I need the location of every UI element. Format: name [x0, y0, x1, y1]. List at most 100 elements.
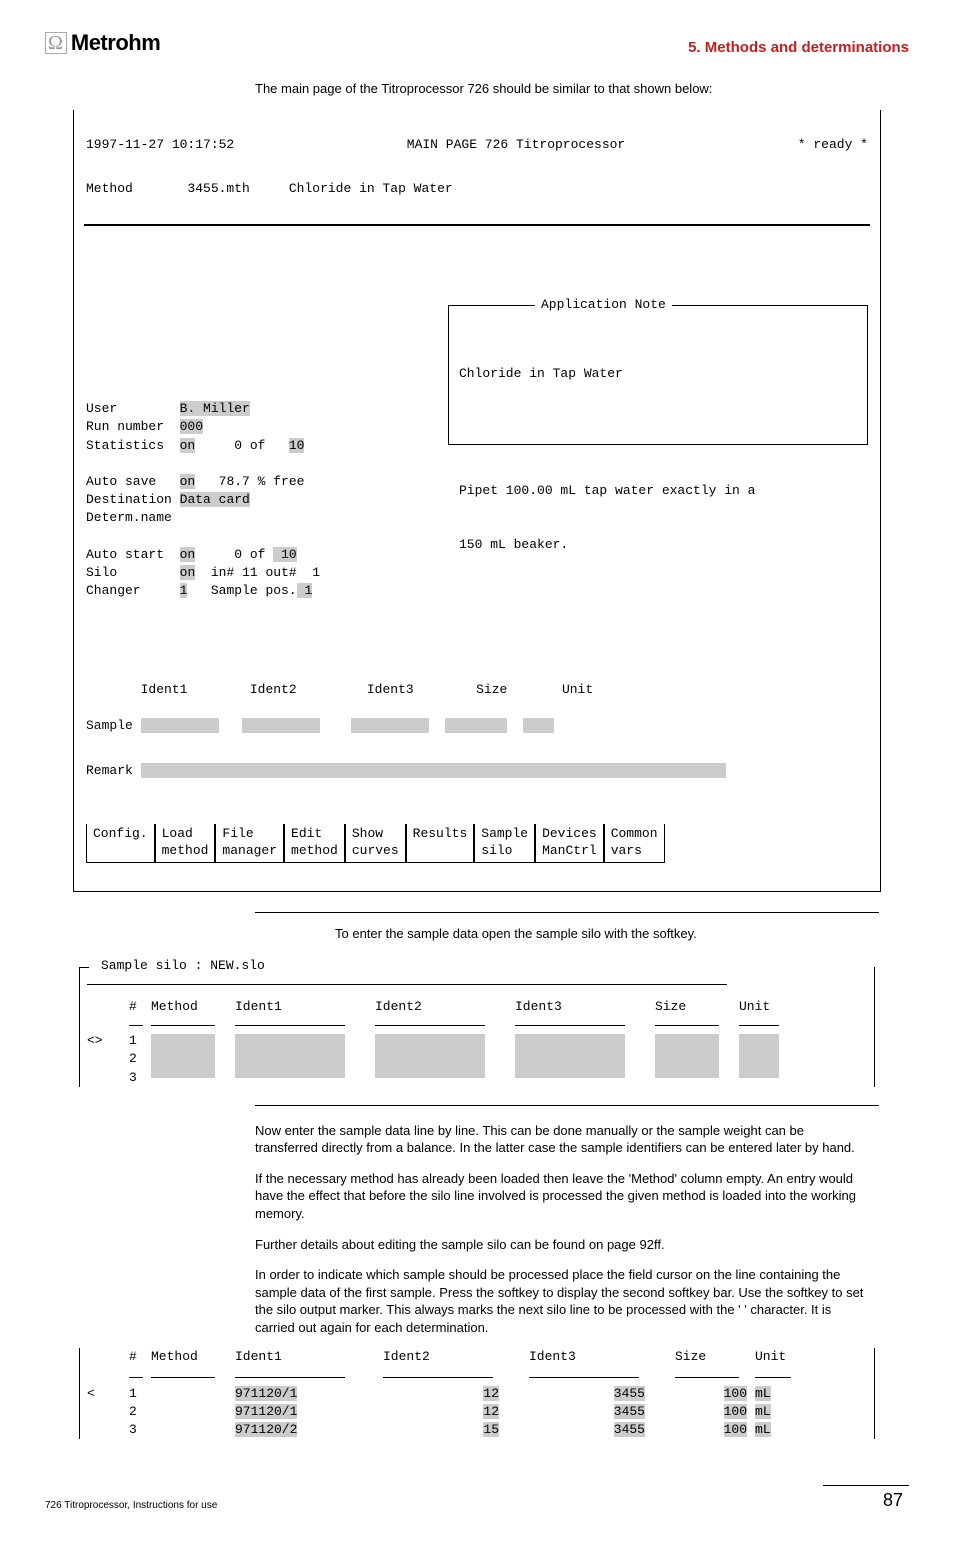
logo: Ω Metrohm: [45, 30, 160, 56]
method-value: 3455.mth: [187, 181, 249, 196]
show-curves-button[interactable]: Show curves: [345, 824, 406, 863]
intro-text: The main page of the Titroprocessor 726 …: [255, 80, 869, 98]
cursor-marker: <>: [87, 1032, 115, 1050]
devices-manctrl-button[interactable]: Devices ManCtrl: [535, 824, 604, 863]
remark-label: Remark: [86, 763, 133, 778]
paragraph-1: Now enter the sample data line by line. …: [255, 1122, 869, 1157]
timestamp: 1997-11-27 10:17:52: [86, 136, 234, 154]
ident2-value[interactable]: 12: [483, 1404, 499, 1419]
file-manager-button[interactable]: File manager: [215, 824, 284, 863]
unit-value[interactable]: mL: [755, 1404, 771, 1419]
section-title: 5. Methods and determinations: [688, 39, 909, 56]
determ-label: Determ.name: [86, 510, 172, 525]
changer-pos-label: Sample pos.: [211, 583, 297, 598]
sample-silo-new: Sample silo : NEW.slo # Method Ident1 Id…: [73, 957, 881, 1086]
app-note-legend: Application Note: [535, 296, 672, 314]
autostart-label: Auto start: [86, 547, 164, 562]
changer-pos[interactable]: 1: [297, 583, 313, 598]
ident2-value[interactable]: 15: [483, 1422, 499, 1437]
ident3-input[interactable]: [515, 1034, 625, 1078]
row-numbers: 123: [115, 1032, 151, 1087]
common-vars-button[interactable]: Common vars: [604, 824, 665, 863]
edit-method-button[interactable]: Edit method: [284, 824, 345, 863]
sample-ident1-input[interactable]: [141, 718, 219, 733]
ident1-input[interactable]: [235, 1034, 345, 1078]
app-note-body-l2: 150 mL beaker.: [459, 536, 857, 554]
dest-label: Destination: [86, 492, 172, 507]
paragraph-2: If the necessary method has already been…: [255, 1170, 869, 1223]
application-note-panel: Application Note Chloride in Tap Water P…: [448, 305, 868, 445]
unit-label: Unit: [562, 682, 593, 697]
ident1-label: Ident1: [141, 682, 188, 697]
unit-value[interactable]: mL: [755, 1386, 771, 1401]
method-desc: Chloride in Tap Water: [289, 181, 453, 196]
size-value[interactable]: 100: [724, 1386, 747, 1401]
divider: [255, 912, 879, 913]
autostart-max[interactable]: 10: [273, 547, 296, 562]
app-note-body-l1: Pipet 100.00 mL tap water exactly in a: [459, 482, 857, 500]
sample-ident2-input[interactable]: [242, 718, 320, 733]
app-note-title: Chloride in Tap Water: [459, 365, 857, 383]
ident2-value[interactable]: 12: [483, 1386, 499, 1401]
titroprocessor-main-window: 1997-11-27 10:17:52 MAIN PAGE 726 Titrop…: [73, 110, 881, 893]
page-number: 87: [823, 1485, 909, 1511]
row-idx: 1: [115, 1385, 151, 1403]
doc-title: 726 Titroprocessor, Instructions for use: [45, 1500, 217, 1511]
stats-label: Statistics: [86, 438, 164, 453]
paragraph-3: Further details about editing the sample…: [255, 1236, 869, 1254]
run-label: Run number: [86, 419, 164, 434]
sample-unit-input[interactable]: [523, 718, 554, 733]
run-value[interactable]: 000: [180, 419, 203, 434]
method-input[interactable]: [151, 1034, 215, 1078]
page-footer: 726 Titroprocessor, Instructions for use…: [45, 1485, 909, 1511]
page-header: Ω Metrohm 5. Methods and determinations: [45, 30, 909, 56]
ident1-value[interactable]: 971120/1: [235, 1404, 297, 1419]
autostart-on[interactable]: on: [180, 547, 196, 562]
size-value[interactable]: 100: [724, 1422, 747, 1437]
table-row[interactable]: 3 971120/2 15 3455 100 mL: [87, 1421, 881, 1439]
ident1-value[interactable]: 971120/1: [235, 1386, 297, 1401]
logo-omega-icon: Ω: [45, 32, 67, 54]
sample-label: Sample: [86, 718, 133, 733]
silo-val: in# 11 out# 1: [211, 565, 320, 580]
unit-input[interactable]: [739, 1034, 779, 1078]
load-method-button[interactable]: Load method: [155, 824, 216, 863]
dest-value[interactable]: Data card: [180, 492, 250, 507]
changer-label: Changer: [86, 583, 141, 598]
sample-silo-button[interactable]: Sample silo: [474, 824, 535, 863]
ident3-value[interactable]: 3455: [614, 1386, 645, 1401]
stats-max[interactable]: 10: [289, 438, 305, 453]
status-ready: * ready *: [798, 136, 868, 154]
table-row[interactable]: 2 971120/1 12 3455 100 mL: [87, 1403, 881, 1421]
autosave-label: Auto save: [86, 474, 156, 489]
window-title: MAIN PAGE 726 Titroprocessor: [407, 136, 625, 154]
size-value[interactable]: 100: [724, 1404, 747, 1419]
ident1-value[interactable]: 971120/2: [235, 1422, 297, 1437]
sample-ident3-input[interactable]: [351, 718, 429, 733]
autosave-pct: 78.7 % free: [211, 474, 305, 489]
ident2-label: Ident2: [250, 682, 297, 697]
row-idx: 3: [115, 1421, 151, 1439]
autosave-on[interactable]: on: [180, 474, 196, 489]
ident3-value[interactable]: 3455: [614, 1404, 645, 1419]
size-input[interactable]: [655, 1034, 719, 1078]
silo-on[interactable]: on: [180, 565, 196, 580]
results-button[interactable]: Results: [406, 824, 475, 863]
user-value[interactable]: B. Miller: [180, 401, 250, 416]
config-button[interactable]: Config.: [86, 824, 155, 863]
stats-on[interactable]: on: [180, 438, 196, 453]
user-label: User: [86, 401, 117, 416]
size-label: Size: [476, 682, 507, 697]
ident2-input[interactable]: [375, 1034, 485, 1078]
remark-input[interactable]: [141, 763, 726, 778]
table-row[interactable]: < 1 971120/1 12 3455 100 mL: [87, 1385, 881, 1403]
ident3-label: Ident3: [367, 682, 414, 697]
sample-size-input[interactable]: [445, 718, 507, 733]
changer-num[interactable]: 1: [180, 583, 188, 598]
logo-text: Metrohm: [71, 30, 160, 56]
silo-label: Silo: [86, 565, 117, 580]
silo-caption: To enter the sample data open the sample…: [255, 925, 809, 943]
divider: [255, 1105, 879, 1106]
ident3-value[interactable]: 3455: [614, 1422, 645, 1437]
unit-value[interactable]: mL: [755, 1422, 771, 1437]
